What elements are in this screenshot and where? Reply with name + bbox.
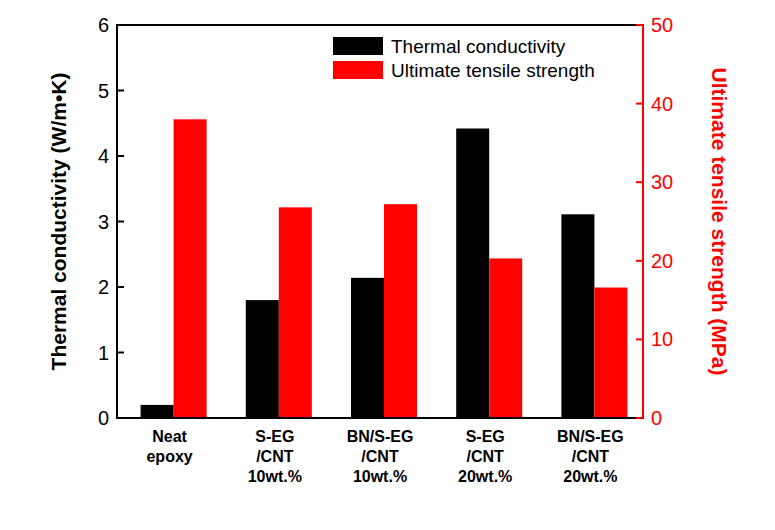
y-tick [117, 221, 124, 223]
y2-tick-label: 10 [651, 328, 673, 350]
legend-swatch [333, 61, 383, 79]
x-tick-label-line: /CNT [361, 448, 399, 465]
x-tick-label-line: epoxy [146, 448, 192, 465]
bar [489, 258, 522, 418]
x-tick-label-line: /CNT [467, 448, 505, 465]
y2-tick-label: 20 [651, 250, 673, 272]
x-tick-label-line: BN/S-EG [557, 428, 624, 445]
x-tick-label-line: 10wt.% [248, 468, 302, 485]
x-tick-label-line: BN/S-EG [347, 428, 414, 445]
y-tick [117, 90, 124, 92]
legend-label: Thermal conductivity [391, 36, 566, 57]
y-tick-label: 3 [98, 211, 109, 233]
y2-tick-label: 40 [651, 93, 673, 115]
y-tick-label: 2 [98, 276, 109, 298]
plot-frame [117, 25, 643, 418]
y-tick [117, 352, 124, 354]
y2-tick-label: 0 [651, 407, 662, 429]
x-tick-label-line: S-EG [466, 428, 505, 445]
y2-tick [636, 417, 643, 419]
y-tick-label: 5 [98, 80, 109, 102]
x-tick-label: BN/S-EG/CNT 20wt.% [557, 428, 624, 485]
x-tick-label-line: 10wt.% [353, 468, 407, 485]
y-tick [117, 417, 124, 419]
bar [141, 405, 174, 418]
y2-tick-label: 50 [651, 14, 673, 36]
y2-tick-label: 30 [651, 171, 673, 193]
y2-tick [636, 338, 643, 340]
y2-tick [636, 103, 643, 105]
y-tick-label: 0 [98, 407, 109, 429]
x-tick-label-line: 20wt.% [563, 468, 617, 485]
y2-tick [636, 181, 643, 183]
bar [561, 214, 594, 418]
bar [594, 288, 627, 418]
legend-label: Ultimate tensile strength [391, 60, 595, 81]
y-tick [117, 286, 124, 288]
bar [384, 204, 417, 418]
y-tick-label: 4 [98, 145, 109, 167]
bar [351, 278, 384, 418]
y-tick [117, 155, 124, 157]
x-tick-label: S-EG/CNT 10wt.% [248, 428, 302, 485]
x-tick-label-line: S-EG [255, 428, 294, 445]
x-tick-label: Neat epoxy [146, 428, 192, 465]
bar [174, 119, 207, 418]
y2-axis-line [642, 25, 644, 418]
bar [279, 207, 312, 418]
x-tick-label-line: /CNT [256, 448, 294, 465]
y2-tick [636, 24, 643, 26]
bars [141, 119, 628, 418]
chart: 0 1 2 3 4 5 6 0 10 20 30 40 50 Neat epoxy S-EG/CNT 10wt.… [0, 0, 775, 530]
legend-swatch [333, 37, 383, 55]
x-tick-label: BN/S-EG/CNT 10wt.% [347, 428, 414, 485]
y2-axis-label: Ultimate tensile strength (MPa) [708, 67, 731, 375]
bar [246, 300, 279, 418]
y-tick [117, 24, 124, 26]
bar [456, 128, 489, 418]
x-tick-label: S-EG/CNT 20wt.% [458, 428, 512, 485]
x-tick-label-line: Neat [152, 428, 187, 445]
x-tick-label-line: 20wt.% [458, 468, 512, 485]
y-axis-label: Thermal conductivity (W/m•K) [47, 73, 70, 371]
x-tick-label-line: /CNT [572, 448, 610, 465]
y2-tick [636, 260, 643, 262]
y-tick-label: 6 [98, 14, 109, 36]
y-tick-label: 1 [98, 342, 109, 364]
legend: Thermal conductivity Ultimate tensile str… [333, 36, 595, 81]
